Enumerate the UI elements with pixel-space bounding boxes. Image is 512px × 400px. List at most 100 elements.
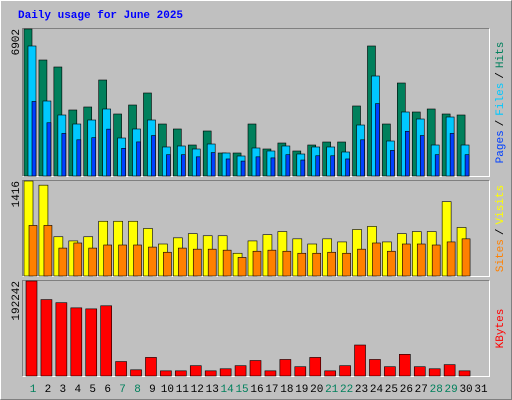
bar <box>270 157 276 177</box>
bar <box>151 135 156 177</box>
bar <box>387 250 396 277</box>
bar <box>181 154 186 177</box>
bar <box>431 244 441 277</box>
panel-edge <box>22 180 490 277</box>
bar <box>449 133 455 177</box>
x-tick-label: 24 <box>370 384 384 396</box>
x-tick-label: 15 <box>235 384 248 396</box>
x-tick-label: 13 <box>206 384 219 396</box>
bar <box>133 244 142 277</box>
bar <box>282 250 292 277</box>
bar <box>419 135 425 177</box>
panel-edge <box>22 28 490 177</box>
legend: KBytes <box>495 309 507 349</box>
bar <box>234 365 247 377</box>
panel-edge <box>22 280 490 377</box>
bar <box>327 251 336 277</box>
bar <box>118 244 127 277</box>
bar <box>267 249 277 277</box>
bar <box>309 357 322 377</box>
bar <box>369 359 381 377</box>
y-tick-label: 6902 <box>11 29 23 55</box>
bar <box>461 238 471 277</box>
bar <box>222 249 232 277</box>
legend-entry: Visits <box>495 185 507 225</box>
bar <box>175 370 187 377</box>
bar <box>402 243 411 277</box>
bar <box>55 302 68 377</box>
bar <box>210 152 216 177</box>
bar <box>339 365 351 377</box>
legend-entry: Hits <box>495 42 507 68</box>
bar <box>204 370 217 377</box>
legend-separator: / <box>495 72 507 79</box>
bar <box>130 369 142 377</box>
bar <box>207 248 217 277</box>
legend-separator: / <box>495 120 507 127</box>
bar <box>163 251 172 277</box>
y-tick-label: 1416 <box>11 181 23 207</box>
bar <box>43 225 53 277</box>
x-tick-label: 29 <box>445 384 458 396</box>
panel-edge <box>22 280 490 377</box>
bar <box>240 160 246 177</box>
bar <box>285 154 291 177</box>
x-tick-label: 6 <box>104 384 111 396</box>
panel-edge <box>22 28 490 177</box>
bar <box>312 252 322 277</box>
x-tick-label: 5 <box>89 384 96 396</box>
bar <box>189 365 202 377</box>
x-tick-label: 19 <box>295 384 308 396</box>
bar <box>85 308 98 377</box>
panel-edge <box>22 180 490 277</box>
bar <box>192 248 202 277</box>
x-tick-label: 2 <box>45 384 52 396</box>
bar <box>76 139 82 177</box>
bar <box>464 154 470 177</box>
legend-entry: Files <box>495 83 507 116</box>
bar <box>103 244 112 277</box>
bar <box>160 370 172 377</box>
x-tick-label: 26 <box>400 384 413 396</box>
x-tick-label: 8 <box>134 384 141 396</box>
bar <box>166 154 171 177</box>
bar <box>390 150 395 177</box>
bar <box>360 139 365 177</box>
bar <box>115 361 127 377</box>
bar <box>121 148 126 177</box>
bar <box>264 370 277 377</box>
bar <box>405 130 410 177</box>
bar <box>315 155 321 177</box>
bar <box>28 225 38 277</box>
bar <box>178 247 187 277</box>
bar <box>300 159 306 177</box>
legend-entry: Pages <box>495 130 507 163</box>
bar <box>354 344 366 377</box>
bar <box>148 246 157 277</box>
x-tick-label: 4 <box>74 384 81 396</box>
x-tick-label: 25 <box>385 384 398 396</box>
bar <box>145 357 157 377</box>
bar <box>416 243 426 277</box>
x-tick-label: 9 <box>149 384 156 396</box>
bar <box>342 252 351 277</box>
bar <box>324 370 336 377</box>
x-tick-label: 20 <box>310 384 323 396</box>
bar <box>441 201 452 277</box>
bar <box>357 248 366 277</box>
bar <box>237 257 247 277</box>
bar <box>70 307 83 377</box>
bar <box>413 366 426 377</box>
x-tick-label: 3 <box>60 384 67 396</box>
x-tick-label: 31 <box>474 384 488 396</box>
x-tick-label: 17 <box>265 384 278 396</box>
bar <box>252 250 262 277</box>
bar <box>61 133 67 177</box>
x-tick-label: 14 <box>221 384 235 396</box>
bar <box>136 141 141 177</box>
bar <box>297 252 307 277</box>
x-tick-label: 30 <box>459 384 472 396</box>
y-tick-label: 192242 <box>11 281 23 321</box>
